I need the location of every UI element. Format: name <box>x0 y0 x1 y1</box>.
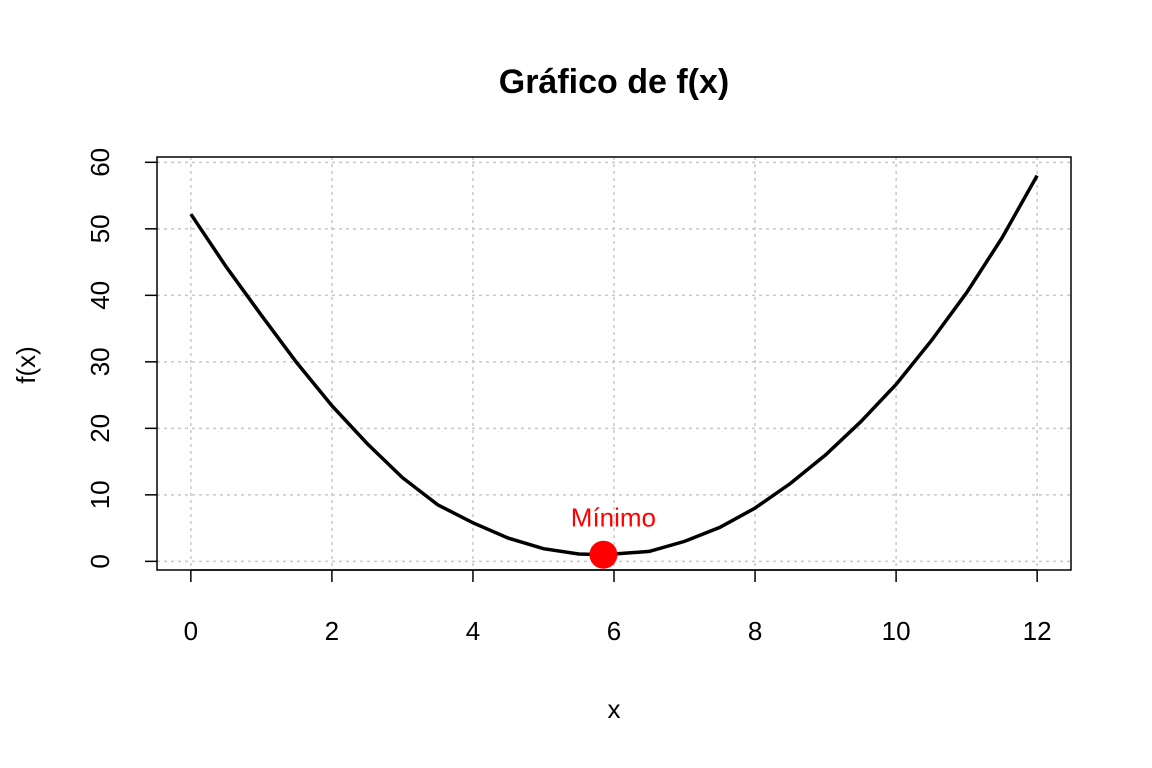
y-tick-label: 60 <box>85 148 115 177</box>
y-tick-label: 10 <box>85 480 115 509</box>
y-axis-label: f(x) <box>11 346 41 384</box>
x-tick-label: 4 <box>466 616 480 646</box>
y-tick-label: 30 <box>85 347 115 376</box>
y-tick-label: 0 <box>85 554 115 568</box>
y-tick-label: 50 <box>85 214 115 243</box>
y-axis: 0 10 20 30 40 50 60 <box>85 148 157 569</box>
x-tick-label: 8 <box>748 616 762 646</box>
x-axis: 0 2 4 6 8 10 12 <box>184 569 1052 646</box>
y-tick-label: 20 <box>85 414 115 443</box>
chart-title: Gráfico de f(x) <box>499 63 729 101</box>
x-axis-label: x <box>608 694 621 724</box>
x-tick-label: 12 <box>1023 616 1052 646</box>
minimum-annotation: Mínimo <box>571 503 656 533</box>
x-tick-label: 10 <box>882 616 911 646</box>
x-tick-label: 6 <box>607 616 621 646</box>
minimum-point <box>589 540 618 569</box>
y-tick-label: 40 <box>85 281 115 310</box>
series-line-fx <box>189 174 1039 557</box>
x-tick-label: 2 <box>325 616 339 646</box>
x-tick-label: 0 <box>184 616 198 646</box>
